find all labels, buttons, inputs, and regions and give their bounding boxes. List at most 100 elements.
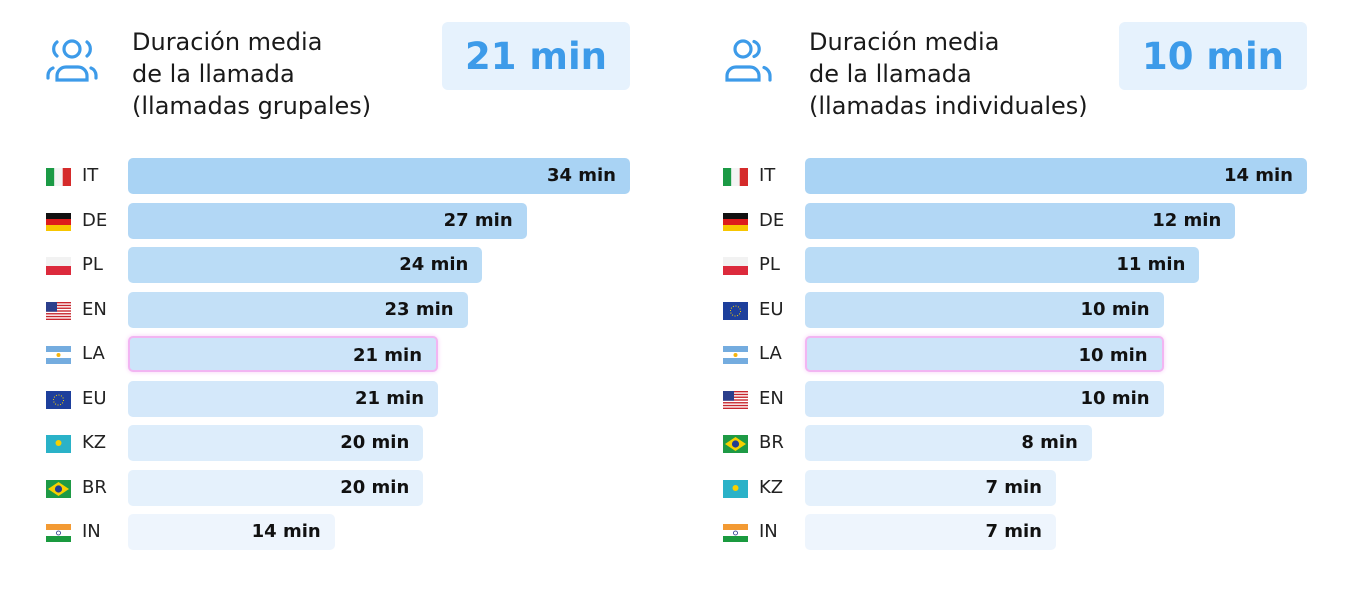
bar-list: IT 14 min DE 12 min PL 11 min EU 10 min …: [677, 158, 1337, 559]
category-label: PL: [759, 254, 780, 275]
flag-in-icon: [46, 524, 71, 542]
flag-it-icon: [46, 168, 71, 186]
bar: 10 min: [805, 380, 1164, 417]
flag-in-icon: [723, 524, 748, 542]
flag-eu-icon: [723, 301, 748, 320]
bar-value-label: 7 min: [985, 476, 1042, 498]
bar: 20 min: [128, 469, 424, 506]
category-label: BR: [82, 476, 107, 498]
bar: 21 min: [128, 380, 439, 417]
bar-row: LA 21 min: [0, 336, 660, 381]
category-label: LA: [759, 343, 782, 364]
bar: 27 min: [128, 202, 527, 239]
category-label: EN: [759, 387, 784, 409]
bar-value-label: 8 min: [1021, 432, 1078, 453]
bar-row: IN 14 min: [0, 514, 660, 559]
bar-row: EN 10 min: [677, 380, 1337, 426]
bar-row: IT 14 min: [677, 158, 1337, 203]
bar-row: EN 23 min: [0, 291, 660, 337]
bar: 11 min: [805, 247, 1200, 283]
bar-value-label: 27 min: [443, 209, 513, 231]
bar-value-label: 11 min: [1116, 254, 1186, 275]
category-label: IT: [759, 165, 776, 186]
category-label: BR: [759, 432, 784, 453]
flag-us-icon: [723, 390, 748, 409]
bar-value-label: 10 min: [1080, 298, 1150, 320]
bar-value-label: 14 min: [1223, 165, 1293, 186]
category-label: EN: [82, 298, 107, 320]
category-label: PL: [82, 254, 103, 275]
chart-title: Duración media de la llamada (llamadas i…: [809, 28, 1088, 120]
bar-value-label: 34 min: [546, 165, 616, 186]
bar-row: KZ 7 min: [677, 469, 1337, 515]
bar-value-label: 7 min: [985, 521, 1042, 542]
panel-group-calls: Duración media de la llamada (llamadas g…: [0, 0, 660, 604]
users-icon: [725, 39, 772, 82]
flag-br-icon: [46, 479, 71, 498]
average-duration-value: 21 min: [442, 22, 630, 90]
bar: 24 min: [128, 247, 483, 283]
bar-row: LA 10 min: [677, 336, 1337, 381]
bar-value-label: 20 min: [340, 476, 410, 498]
bar-list: IT 34 min DE 27 min PL 24 min EN 23 min …: [0, 158, 660, 559]
flag-kz-icon: [723, 479, 748, 498]
bar: 21 min: [128, 336, 439, 372]
bar: 23 min: [128, 291, 468, 328]
flag-ar-icon: [723, 346, 748, 364]
bar-value-label: 10 min: [1080, 387, 1150, 409]
bar-value-label: 21 min: [354, 387, 425, 409]
flag-de-icon: [723, 212, 748, 231]
category-label: DE: [82, 209, 108, 231]
bar-row: DE 12 min: [677, 202, 1337, 248]
bar-value-label: 12 min: [1152, 209, 1222, 231]
category-label: IN: [759, 521, 778, 542]
flag-it-icon: [723, 168, 748, 186]
bar-value-label: 23 min: [384, 298, 454, 320]
flag-pl-icon: [46, 257, 71, 275]
category-label: KZ: [82, 432, 107, 453]
bar: 14 min: [805, 158, 1307, 194]
bar-row: BR 20 min: [0, 469, 660, 515]
bar: 12 min: [805, 202, 1236, 239]
bar: 14 min: [128, 514, 335, 550]
bar-row: KZ 20 min: [0, 425, 660, 470]
flag-us-icon: [46, 301, 71, 320]
flag-br-icon: [723, 435, 748, 453]
category-label: DE: [759, 209, 785, 231]
bar: 10 min: [805, 291, 1164, 328]
bar: 7 min: [805, 514, 1056, 550]
panel-individual-calls: Duración media de la llamada (llamadas i…: [677, 0, 1337, 604]
chart-title: Duración media de la llamada (llamadas g…: [132, 28, 372, 120]
category-label: EU: [82, 387, 107, 409]
bar-row: IT 34 min: [0, 158, 660, 203]
flag-kz-icon: [46, 435, 71, 453]
bar-row: EU 10 min: [677, 291, 1337, 337]
flag-de-icon: [46, 212, 71, 231]
flag-eu-icon: [46, 390, 71, 409]
bar-row: PL 11 min: [677, 247, 1337, 292]
bar: 34 min: [128, 158, 630, 194]
bar-value-label: 21 min: [352, 345, 423, 366]
category-label: LA: [82, 343, 105, 364]
bar: 8 min: [805, 425, 1092, 461]
bar-value-label: 24 min: [399, 254, 469, 275]
bar-row: DE 27 min: [0, 202, 660, 248]
bar-row: BR 8 min: [677, 425, 1337, 470]
category-label: KZ: [759, 476, 784, 498]
bar-value-label: 10 min: [1078, 345, 1148, 366]
bar-value-label: 14 min: [251, 521, 321, 542]
average-duration-value: 10 min: [1119, 22, 1307, 90]
bar: 20 min: [128, 425, 424, 461]
category-label: IN: [82, 521, 101, 542]
bar-row: PL 24 min: [0, 247, 660, 292]
flag-ar-icon: [46, 346, 71, 364]
bar: 7 min: [805, 469, 1056, 506]
bar-row: IN 7 min: [677, 514, 1337, 559]
bar-row: EU 21 min: [0, 380, 660, 426]
category-label: EU: [759, 298, 784, 320]
bar-value-label: 20 min: [340, 432, 410, 453]
bar: 10 min: [805, 336, 1164, 372]
flag-pl-icon: [723, 257, 748, 275]
group-users-icon: [46, 39, 98, 82]
category-label: IT: [82, 165, 99, 186]
